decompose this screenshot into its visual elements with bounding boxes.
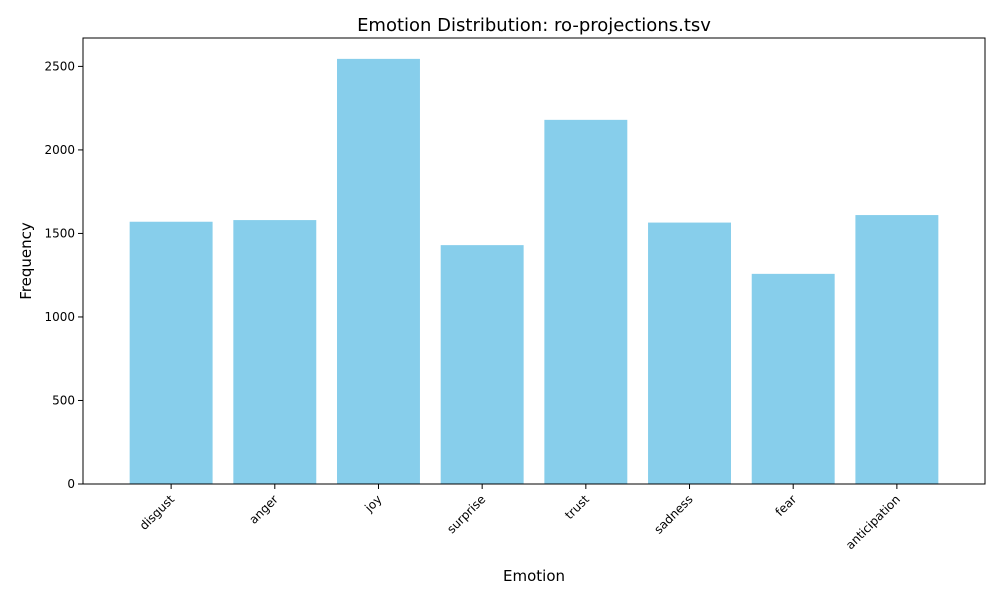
y-axis-label: Frequency [17,222,35,300]
x-tick-label: sadness [651,492,695,536]
bar-surprise [440,245,524,484]
chart-title: Emotion Distribution: ro-projections.tsv [357,15,711,36]
x-tick-label: joy [361,492,384,515]
y-axis-ticks: 0 500 1000 1500 2000 2500 [44,59,83,491]
x-tick-label: fear [773,492,800,519]
bar-disgust [129,221,213,485]
bar-anger [233,220,317,485]
x-axis-ticks: disgust anger joy surprise trust sadness fear a… [137,484,903,552]
bars-group [129,58,939,485]
bar-trust [544,119,628,484]
y-tick-label: 1500 [44,226,75,240]
y-tick-label: 1000 [44,310,75,324]
x-axis-label: Emotion [503,567,565,585]
x-tick-label: anger [246,492,281,527]
x-tick-label: disgust [137,492,178,533]
y-tick-label: 2500 [44,59,75,73]
bar-anticipation [855,215,939,485]
bar-sadness [648,222,731,485]
x-tick-label: trust [562,492,592,522]
plot-frame [82,37,986,485]
bar-joy [337,58,420,484]
bar-fear [751,273,835,484]
x-tick-label: surprise [444,492,488,536]
x-tick-label: anticipation [843,492,903,552]
y-tick-label: 2000 [44,143,75,157]
y-tick-label: 0 [67,477,75,491]
y-tick-label: 500 [52,393,75,407]
